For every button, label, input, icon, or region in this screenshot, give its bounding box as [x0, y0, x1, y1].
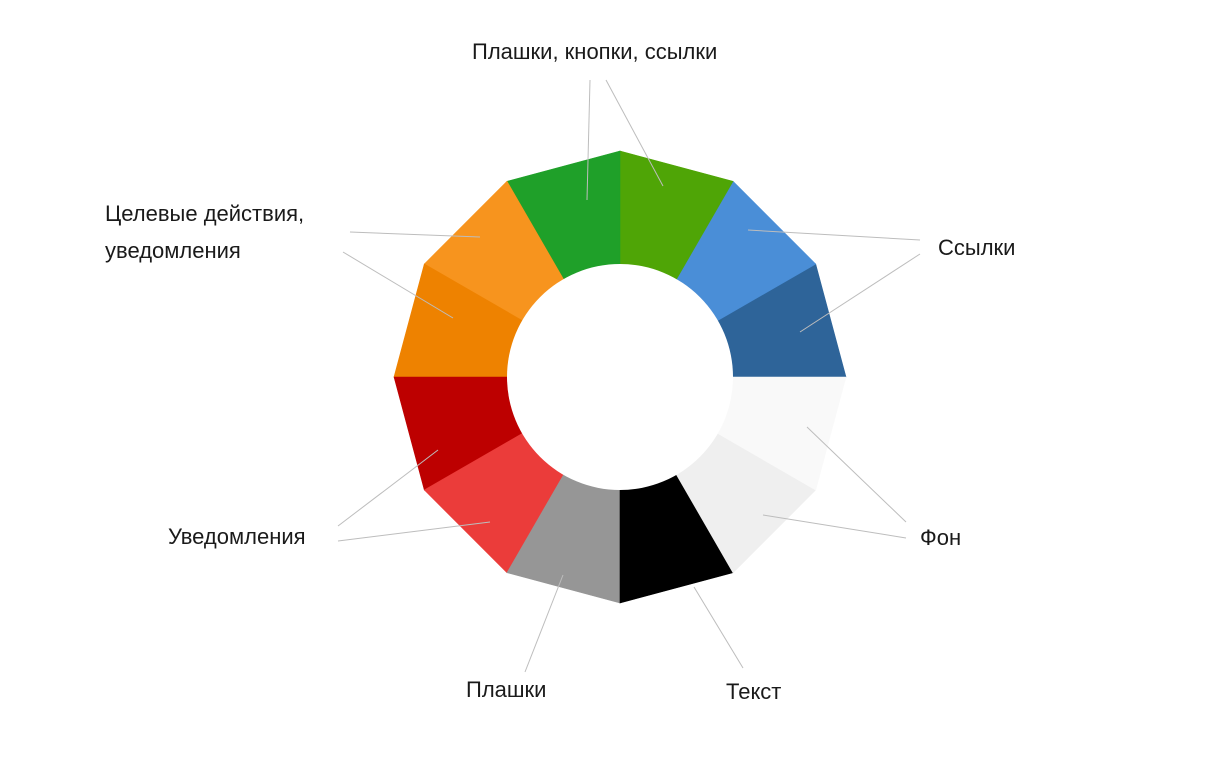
leader-line: [349, 231, 481, 238]
leader-line: [605, 79, 664, 187]
label-plates-buttons-links: Плашки, кнопки, ссылки: [472, 39, 718, 64]
leader-line: [337, 521, 491, 542]
leader-line: [337, 449, 439, 527]
label-target-actions: Целевые действия, уведомления: [105, 195, 304, 269]
leader-line: [806, 426, 907, 523]
label-notifications: Уведомления: [168, 524, 306, 549]
leader-line: [799, 253, 921, 333]
leader-line: [747, 229, 921, 241]
leader-line: [342, 251, 454, 319]
label-background: Фон: [920, 525, 962, 550]
leader-lines: [337, 79, 921, 673]
label-text: Текст: [726, 679, 782, 704]
leader-line: [762, 514, 907, 539]
wheel-center-hole: [507, 264, 733, 490]
leader-line: [524, 574, 564, 673]
label-plates: Плашки: [466, 677, 547, 702]
leader-line: [586, 79, 591, 201]
label-target-actions-line1: Целевые действия,: [105, 201, 305, 226]
label-target-actions-line2: уведомления: [105, 238, 241, 263]
leader-line: [693, 586, 744, 669]
label-links: Ссылки: [938, 235, 1016, 260]
